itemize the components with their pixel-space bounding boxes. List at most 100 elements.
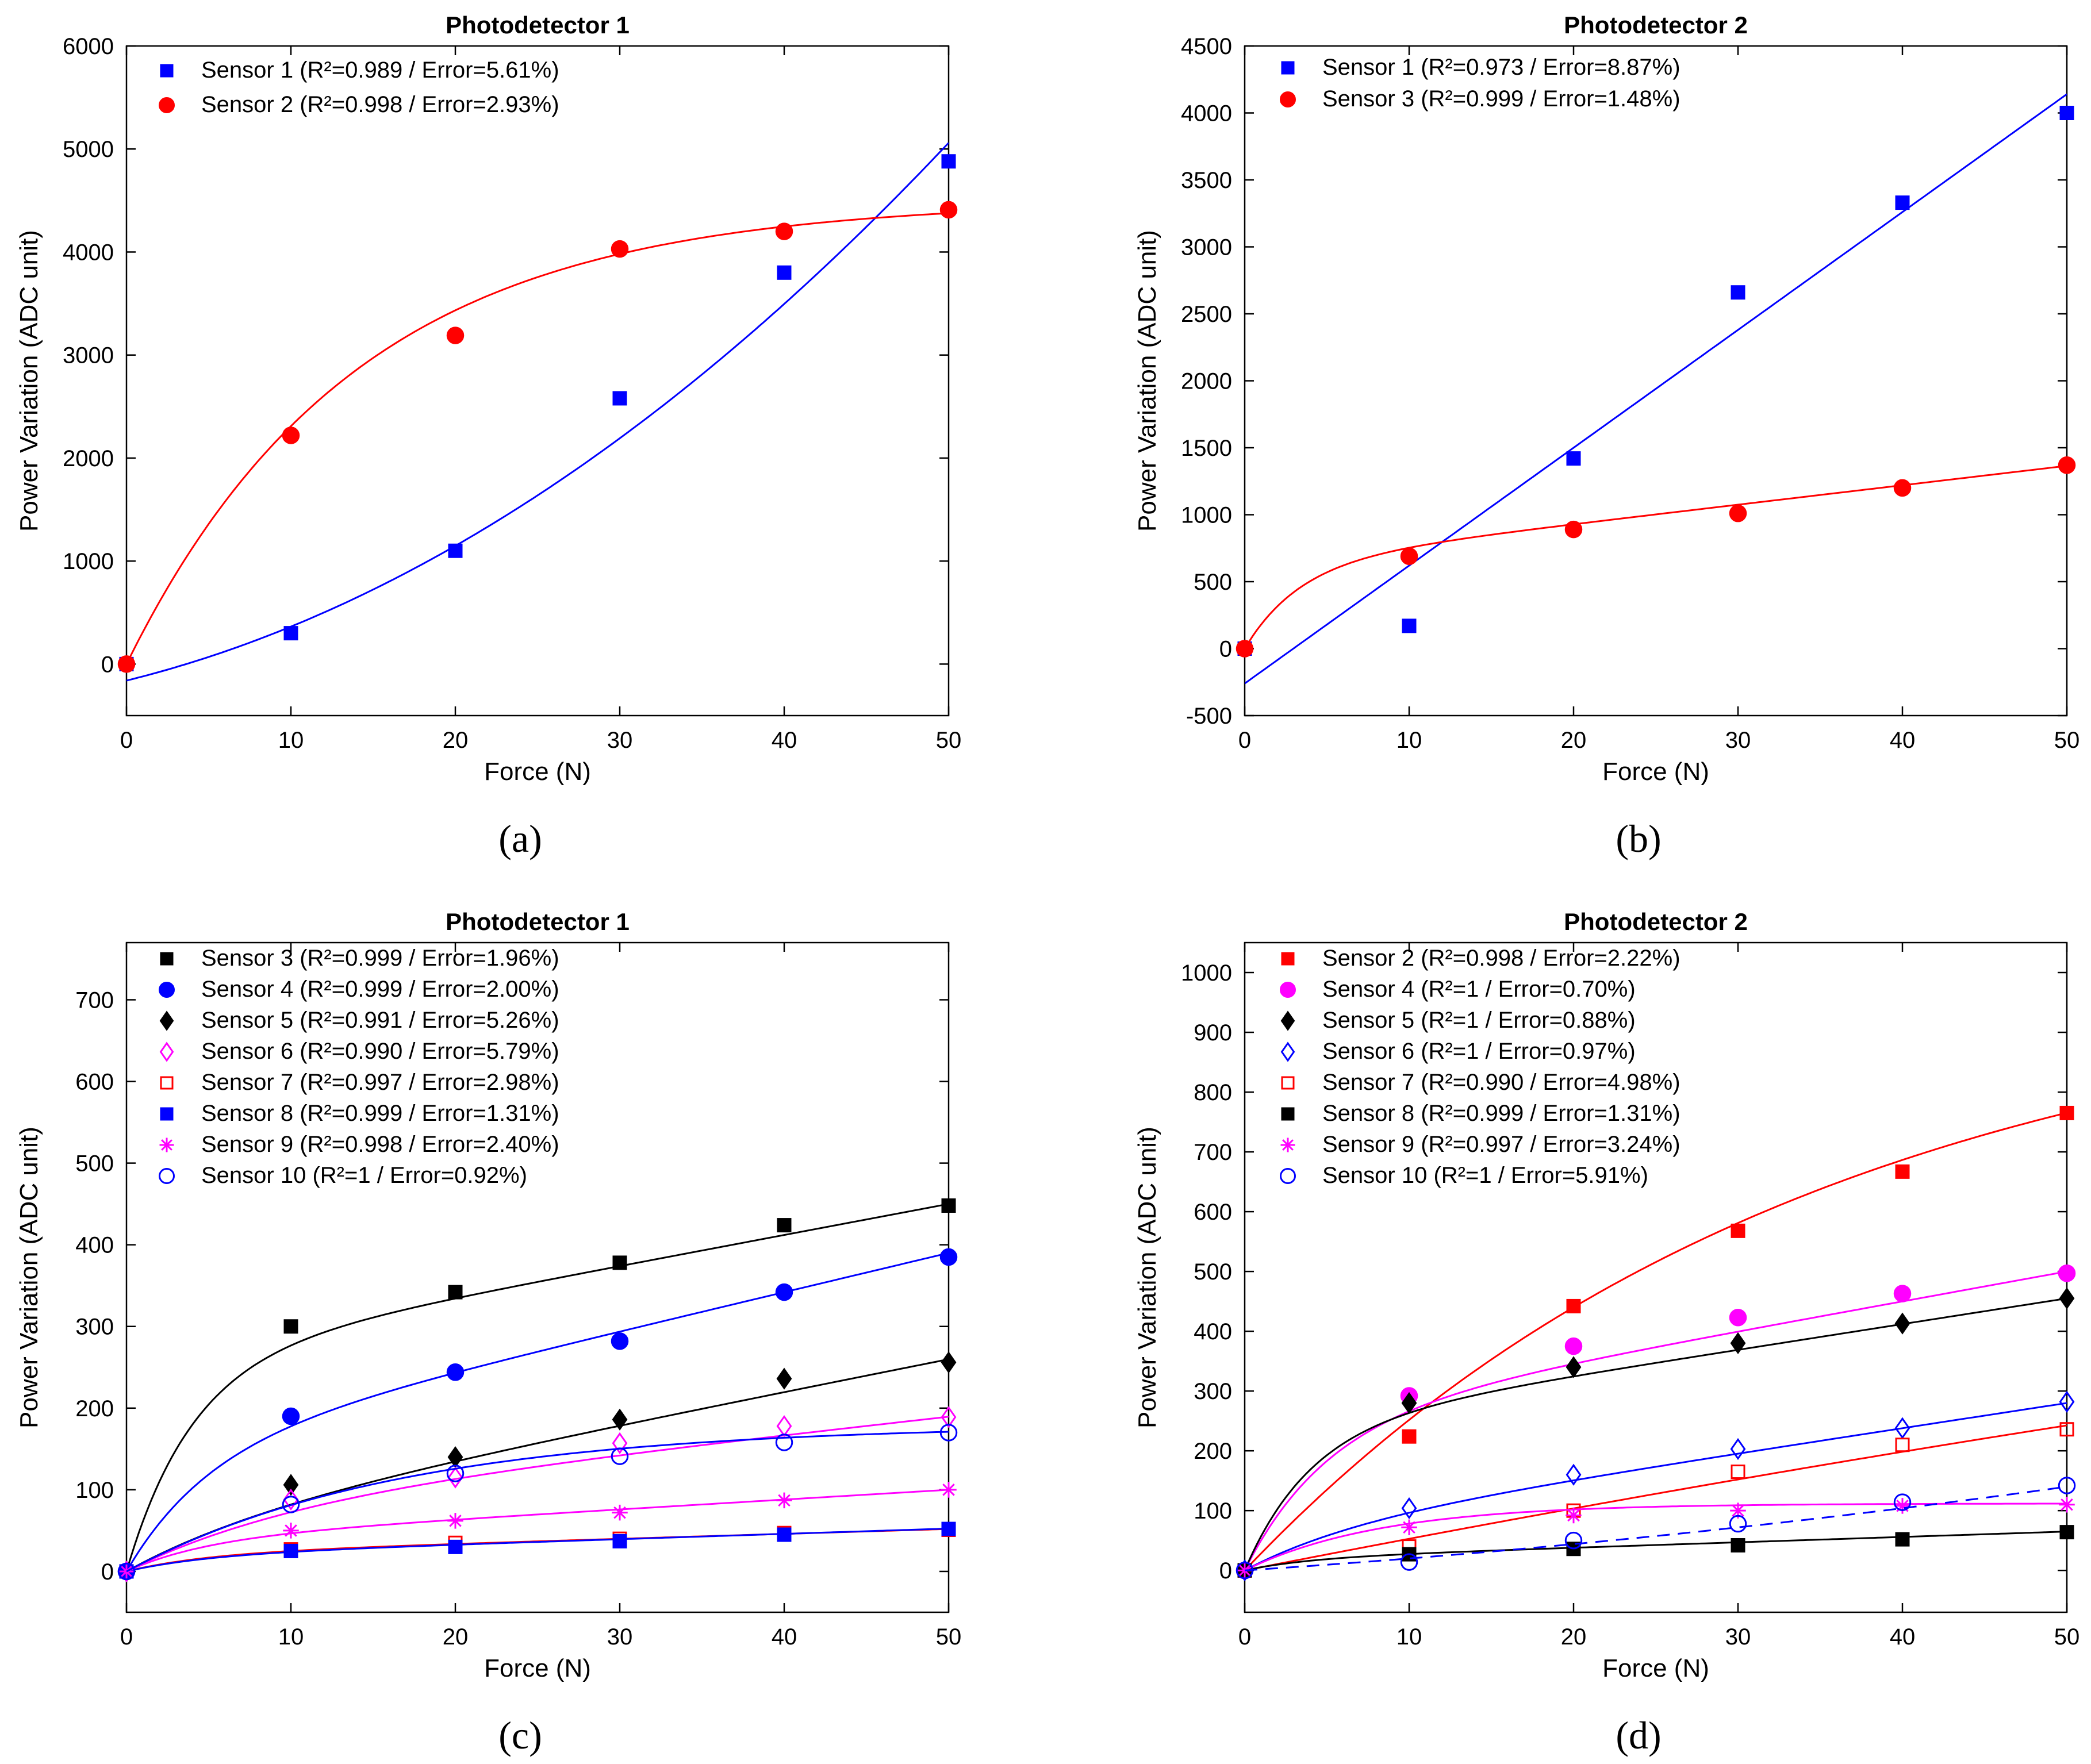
series-2: Sensor 3 (R²=0.999 / Error=1.48%) — [1236, 86, 2076, 658]
y-tick-label: 4000 — [63, 240, 114, 265]
x-tick-label: 20 — [1561, 1624, 1587, 1650]
data-point — [283, 1523, 299, 1539]
data-point — [1400, 1553, 1418, 1571]
data-point — [446, 326, 465, 344]
data-point — [1730, 1332, 1746, 1355]
y-tick-label: 900 — [1194, 1020, 1232, 1046]
series-6: Sensor 8 (R²=0.999 / Error=1.31%) — [1237, 1101, 2074, 1578]
series-1: Sensor 1 (R²=0.989 / Error=5.61%) — [119, 57, 956, 682]
data-point — [612, 391, 627, 406]
y-tick-label: 4000 — [1181, 101, 1232, 126]
x-axis-label: Force (N) — [484, 758, 591, 786]
data-point — [776, 1415, 792, 1438]
data-point — [611, 1447, 629, 1465]
data-point — [447, 1466, 463, 1489]
legend-label: Sensor 5 (R²=0.991 / Error=5.26%) — [201, 1008, 559, 1033]
legend-label: Sensor 10 (R²=1 / Error=0.92%) — [201, 1163, 527, 1188]
x-tick-label: 40 — [1890, 728, 1916, 753]
data-point — [941, 1521, 956, 1536]
y-tick-label: 2500 — [1181, 302, 1232, 327]
data-point — [1895, 1438, 1910, 1452]
data-point — [448, 1539, 463, 1554]
legend-marker — [1280, 91, 1296, 107]
legend-label: Sensor 10 (R²=1 / Error=5.91%) — [1322, 1163, 1648, 1188]
data-point — [1893, 1285, 1912, 1302]
legend-marker — [159, 1168, 175, 1184]
data-point — [1566, 1507, 1582, 1524]
fit-line — [126, 142, 949, 682]
chart-panel-a: Photodetector 1 0 10 20 30 40 50 0 1000 2000 3000 4… — [15, 11, 961, 786]
legend-marker — [159, 97, 175, 113]
data-point — [2059, 1525, 2074, 1540]
fit-line — [1245, 93, 2067, 685]
data-point — [612, 1255, 627, 1270]
data-point — [1893, 1493, 1912, 1511]
x-tick-label: 20 — [1561, 728, 1587, 753]
legend-marker — [1280, 1010, 1295, 1031]
data-point — [1400, 547, 1418, 565]
y-tick-label: 6000 — [63, 34, 114, 59]
series-1: Sensor 2 (R²=0.998 / Error=2.22%) — [1237, 946, 2074, 1578]
legend-marker — [159, 1137, 174, 1152]
fit-line — [126, 1358, 949, 1573]
legend-label: Sensor 3 (R²=0.999 / Error=1.96%) — [201, 946, 559, 971]
y-tick-label: 500 — [1194, 570, 1232, 595]
data-point — [775, 1283, 793, 1301]
y-axis-label: Power Variation (ADC unit) — [1133, 1127, 1161, 1428]
data-point — [448, 1285, 463, 1300]
legend-marker — [1280, 1042, 1295, 1062]
series-7: Sensor 9 (R²=0.998 / Error=2.40%) — [118, 1132, 957, 1579]
x-tick-label: 0 — [1238, 1624, 1251, 1650]
data-point — [1236, 640, 1254, 658]
fit-line — [126, 1252, 949, 1572]
y-tick-label: 100 — [75, 1478, 114, 1503]
data-point — [1401, 1519, 1417, 1536]
series-1: Sensor 1 (R²=0.973 / Error=8.87%) — [1237, 55, 2074, 685]
data-point — [1730, 1438, 1746, 1461]
legend-marker — [160, 1076, 174, 1090]
data-point — [446, 1363, 465, 1381]
x-axis-label: Force (N) — [1602, 758, 1709, 786]
chart-title: Photodetector 1 — [446, 908, 630, 935]
data-point — [939, 201, 958, 219]
legend-label: Sensor 5 (R²=1 / Error=0.88%) — [1322, 1008, 1636, 1033]
x-tick-label: 40 — [772, 728, 797, 753]
y-tick-label: 0 — [1219, 637, 1232, 662]
legend-label: Sensor 3 (R²=0.999 / Error=1.48%) — [1322, 86, 1681, 112]
x-tick-label: 0 — [120, 1624, 133, 1650]
chart-panel-b: Photodetector 20 10 20 30 40 50-5000500100015… — [1133, 11, 2080, 786]
data-point — [1731, 1538, 1745, 1552]
data-point — [1566, 1356, 1582, 1378]
data-point — [1894, 1498, 1910, 1514]
fit-line — [126, 1528, 949, 1573]
data-point — [1893, 479, 1912, 497]
chart-panel-d: Photodetector 20 10 20 30 40 5001002003004005… — [1133, 908, 2080, 1682]
x-tick-label: 30 — [607, 728, 633, 753]
data-point — [2058, 1264, 2076, 1282]
data-point — [283, 1474, 299, 1496]
legend-label: Sensor 7 (R²=0.997 / Error=2.98%) — [201, 1070, 559, 1095]
data-point — [939, 1424, 958, 1442]
x-tick-label: 0 — [120, 728, 133, 753]
y-tick-label: 400 — [75, 1233, 114, 1258]
data-point — [776, 1492, 792, 1509]
data-point — [941, 154, 956, 169]
x-tick-label: 40 — [1890, 1624, 1916, 1650]
fit-line — [1245, 465, 2067, 650]
data-point — [1731, 1223, 1745, 1238]
legend-marker — [159, 1042, 174, 1062]
y-tick-label: 3500 — [1181, 168, 1232, 193]
data-point — [612, 1504, 628, 1521]
data-point — [1236, 1561, 1254, 1579]
y-tick-label: 100 — [1194, 1498, 1232, 1524]
series-6: Sensor 8 (R²=0.999 / Error=1.31%) — [119, 1101, 956, 1579]
fit-line — [126, 1489, 949, 1573]
data-point — [775, 1434, 793, 1451]
x-axis-label: Force (N) — [484, 1654, 591, 1682]
data-point — [2059, 1390, 2075, 1413]
data-point — [283, 1543, 298, 1558]
y-tick-label: 0 — [101, 1559, 114, 1585]
legend-label: Sensor 2 (R²=0.998 / Error=2.22%) — [1322, 946, 1681, 971]
y-tick-label: 1000 — [63, 549, 114, 574]
data-point — [1894, 1312, 1910, 1335]
